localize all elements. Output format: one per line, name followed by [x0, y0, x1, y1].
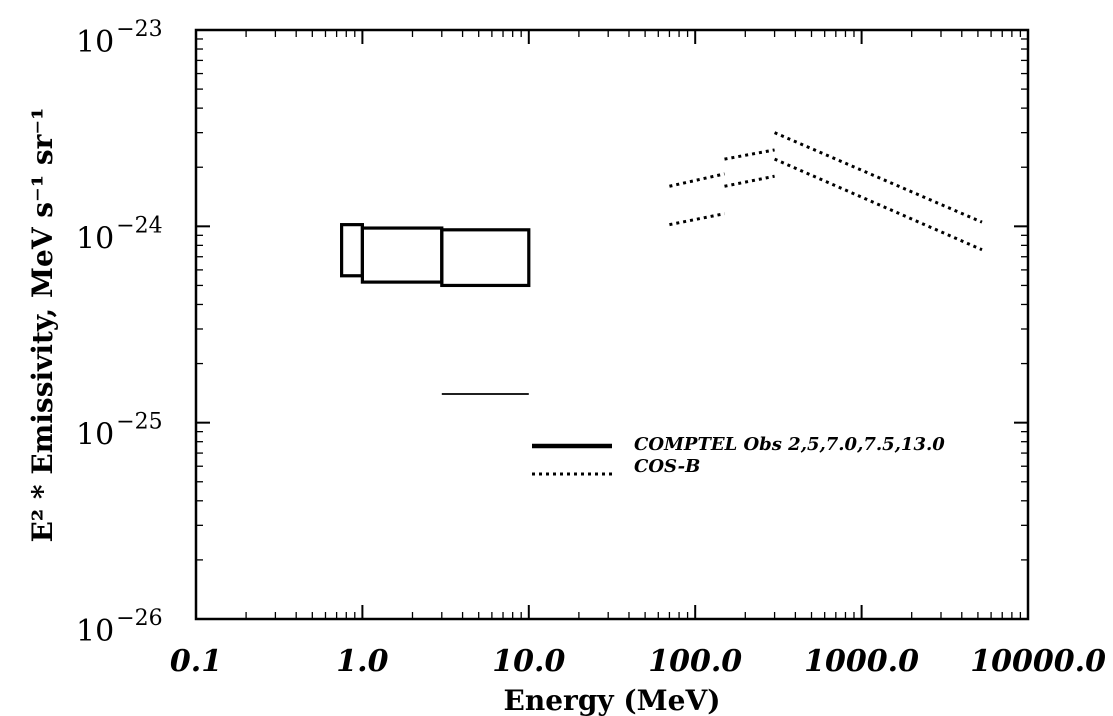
cosb-segment — [724, 148, 775, 161]
cosb-segment — [773, 131, 983, 224]
x-tick-label: 1000.0 — [804, 644, 919, 679]
legend-label-comptel: COMPTEL Obs 2,5,7.0,7.5,13.0 — [634, 434, 945, 455]
x-tick-label: 1.0 — [336, 644, 388, 679]
y-tick-label-exponent: −23 — [116, 17, 162, 42]
plot-frame — [194, 28, 1030, 621]
cosb-segment — [773, 157, 983, 252]
y-tick-label: 10−25 — [76, 410, 163, 453]
y-tick-label: 10−23 — [76, 17, 163, 60]
y-tick-label-exponent: −26 — [116, 606, 162, 631]
legend: COMPTEL Obs 2,5,7.0,7.5,13.0 COS-B — [532, 434, 945, 477]
y-tick-label-base: 10 — [76, 25, 114, 60]
y-axis-title: E² * Emissivity, MeV s⁻¹ sr⁻¹ — [26, 108, 59, 543]
legend-label-cosb: COS-B — [634, 456, 700, 477]
data-series — [340, 131, 983, 395]
y-tick-label-base: 10 — [76, 418, 114, 453]
axis-ticks — [195, 30, 1028, 620]
comptel-box — [340, 223, 365, 278]
x-tick-labels: 0.1 1.0 10.0 100.0 1000.0 10000.0 — [170, 644, 1106, 679]
cosb-segment — [669, 212, 725, 227]
y-tick-label-exponent: −24 — [116, 213, 162, 238]
x-tick-label: 10.0 — [492, 644, 565, 679]
y-tick-label: 10−26 — [76, 606, 163, 649]
x-tick-label: 100.0 — [648, 644, 742, 679]
y-tick-label: 10−24 — [76, 213, 163, 256]
y-tick-label-base: 10 — [76, 614, 114, 649]
x-tick-label: 10000.0 — [970, 644, 1106, 679]
y-tick-label-exponent: −25 — [116, 410, 162, 435]
comptel-box — [440, 228, 531, 288]
cosb-segment — [724, 174, 775, 188]
y-tick-label-base: 10 — [76, 221, 114, 256]
comptel-box — [360, 226, 444, 284]
x-tick-label: 0.1 — [170, 644, 222, 679]
x-axis-title: Energy (MeV) — [504, 684, 721, 716]
cosb-segment — [669, 172, 725, 188]
